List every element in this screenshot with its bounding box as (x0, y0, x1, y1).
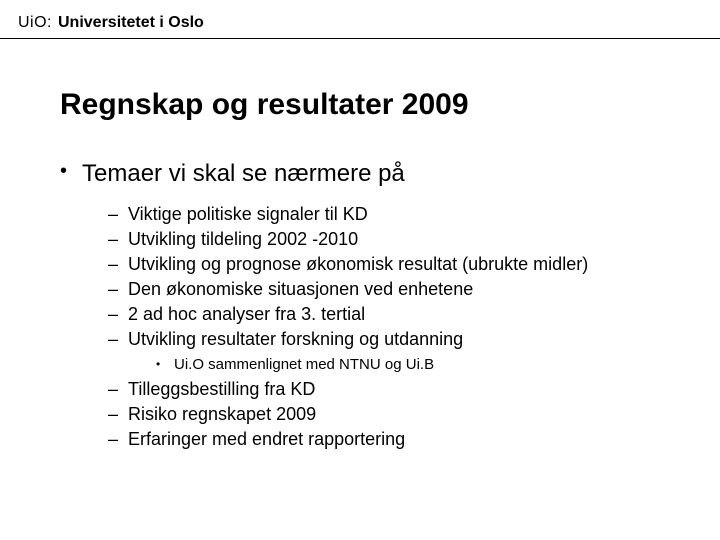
l2-list-top: Viktige politiske signaler til KD Utvikl… (60, 204, 660, 450)
logo-mark: UiO: (18, 14, 52, 32)
slide: UiO: Universitetet i Oslo Regnskap og re… (0, 0, 720, 540)
bullet-l2: Tilleggsbestilling fra KD (108, 379, 660, 400)
l3-list: Ui.O sammenlignet med NTNU og Ui.B (108, 356, 660, 373)
bullet-l2: Utvikling tildeling 2002 -2010 (108, 229, 660, 250)
slide-title: Regnskap og resultater 2009 (60, 88, 469, 122)
logo: UiO: Universitetet i Oslo (18, 14, 204, 32)
bullet-l3: Ui.O sammenlignet med NTNU og Ui.B (156, 356, 660, 373)
bullet-l2: Den økonomiske situasjonen ved enhetene (108, 279, 660, 300)
slide-body: Temaer vi skal se nærmere på Viktige pol… (60, 160, 660, 454)
bullet-l2: Utvikling og prognose økonomisk resultat… (108, 254, 660, 275)
bullet-l2: Utvikling resultater forskning og utdann… (108, 329, 660, 350)
bullet-l2: Erfaringer med endret rapportering (108, 429, 660, 450)
logo-text-name: Universitetet i Oslo (58, 14, 204, 32)
logo-text-prefix: UiO: (18, 14, 52, 31)
header-rule (0, 38, 720, 39)
bullet-l1: Temaer vi skal se nærmere på (60, 160, 660, 188)
bullet-l2: Viktige politiske signaler til KD (108, 204, 660, 225)
bullet-l2: 2 ad hoc analyser fra 3. tertial (108, 304, 660, 325)
bullet-l2: Risiko regnskapet 2009 (108, 404, 660, 425)
